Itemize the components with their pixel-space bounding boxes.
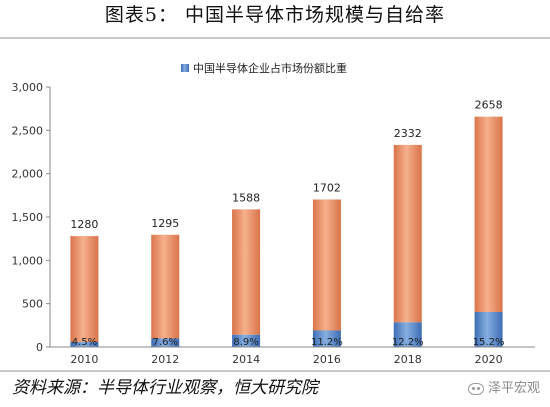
bar-total-label: 2658 <box>475 99 503 112</box>
bar-total-label: 1295 <box>151 217 179 230</box>
bar-segment-domestic <box>70 342 99 347</box>
bar-total-label: 1280 <box>70 218 98 231</box>
bar-segment-other <box>70 236 99 343</box>
bar-segment-domestic <box>232 334 261 347</box>
bar-segment-other <box>232 209 261 335</box>
bar-share-label: 4.5% <box>72 337 97 348</box>
bar-segment-other <box>393 144 422 323</box>
y-tick-label: 2,500 <box>12 124 44 137</box>
bar-share-label: 8.9% <box>233 337 258 348</box>
bar-share-label: 12.2% <box>392 337 424 348</box>
y-tick-label: 2,000 <box>12 168 44 181</box>
bars-group: 1280 4.5% 1295 7.6% 1588 8.9% 1702 11.2% 2332 12.… <box>70 99 504 348</box>
bar-segment-other <box>312 199 341 331</box>
page-title: 图表5： 中国半导体市场规模与自给率 <box>104 4 446 26</box>
bar-share-label: 7.6% <box>153 337 178 348</box>
x-tick-label: 2018 <box>394 353 422 366</box>
legend-label: 中国半导体企业占市场份额比重 <box>193 61 347 75</box>
bar-segment-domestic <box>393 322 422 347</box>
source-note: 资料来源：半导体行业观察，恒大研究院 <box>12 378 318 398</box>
bar-segment-domestic <box>312 330 341 347</box>
bar-segment-other <box>474 116 503 312</box>
legend-swatch <box>181 64 189 72</box>
x-tick-label: 2014 <box>232 353 260 366</box>
bottom-divider <box>0 370 550 372</box>
y-tick-label: 0 <box>36 341 43 354</box>
wechat-icon <box>467 383 484 395</box>
y-axis: 0 500 1,000 1,500 2,000 2,500 3,000 <box>12 81 51 354</box>
bar-segment-domestic <box>151 338 180 347</box>
bar-share-label: 15.2% <box>473 337 505 348</box>
y-tick-label: 1,000 <box>12 254 44 267</box>
y-tick-label: 3,000 <box>12 81 44 94</box>
x-tick-label: 2016 <box>313 353 341 366</box>
watermark-text: 泽平宏观 <box>487 381 540 396</box>
bar-segment-other <box>151 234 180 339</box>
x-tick-label: 2010 <box>70 353 98 366</box>
bar-total-label: 2332 <box>394 127 422 140</box>
bar-total-label: 1588 <box>232 191 260 204</box>
bar-total-label: 1702 <box>313 181 341 194</box>
chart-legend: 中国半导体企业占市场份额比重 <box>181 61 347 75</box>
bar-share-label: 11.2% <box>311 337 343 348</box>
x-axis: 2010 2012 2014 2016 2018 2020 <box>50 346 535 366</box>
y-tick-label: 1,500 <box>12 211 44 224</box>
x-tick-label: 2020 <box>475 353 503 366</box>
watermark: 泽平宏观 <box>467 378 540 400</box>
y-tick-label: 500 <box>22 298 43 311</box>
bar-segment-domestic <box>474 311 503 347</box>
top-divider <box>0 37 550 39</box>
x-tick-label: 2012 <box>151 353 179 366</box>
bar-chart: 中国半导体企业占市场份额比重 0 500 1,000 1,500 2,000 2,500 3… <box>12 61 535 366</box>
